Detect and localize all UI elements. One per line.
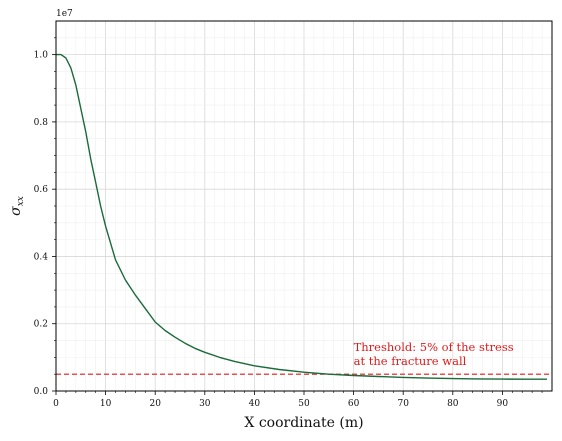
x-tick-label: 80 <box>447 399 459 409</box>
x-tick-label: 30 <box>199 399 211 409</box>
ticks-layer: 0 10 20 30 40 50 60 70 80 90 0.0 0.2 0.4 0.6 0.8 1.0 <box>34 37 543 409</box>
threshold-label-line-1: Threshold: 5% of the stress <box>354 340 514 354</box>
x-tick-label: 60 <box>348 399 360 409</box>
stress-curve <box>56 53 547 380</box>
x-tick-label: 40 <box>249 399 261 409</box>
x-tick-label: 70 <box>397 399 409 409</box>
x-tick-label: 20 <box>149 399 161 409</box>
series-layer <box>56 53 547 380</box>
x-axis-label: X coordinate (m) <box>244 415 363 431</box>
x-tick-label: 10 <box>100 399 112 409</box>
y-tick-label: 1.0 <box>34 51 49 61</box>
threshold-layer: Threshold: 5% of the stress at the fract… <box>56 340 552 375</box>
y-tick-label: 0.8 <box>34 118 49 128</box>
y-tick-label: 0.0 <box>34 387 49 397</box>
y-tick-label: 0.6 <box>34 185 49 195</box>
svg-text:σxx: σxx <box>8 196 26 216</box>
y-axis-label: σxx <box>8 196 26 216</box>
y-axis-label-symbol: σ <box>8 206 24 216</box>
y-axis-label-subscript: xx <box>16 196 26 206</box>
y-tick-label: 0.4 <box>34 252 49 262</box>
y-offset-label: 1e7 <box>56 9 73 19</box>
y-tick-label: 0.2 <box>34 320 48 330</box>
grid <box>55 20 553 392</box>
x-tick-label: 90 <box>497 399 509 409</box>
x-tick-label: 50 <box>298 399 310 409</box>
threshold-label-line-2: at the fracture wall <box>354 354 467 368</box>
x-tick-label: 0 <box>53 399 59 409</box>
